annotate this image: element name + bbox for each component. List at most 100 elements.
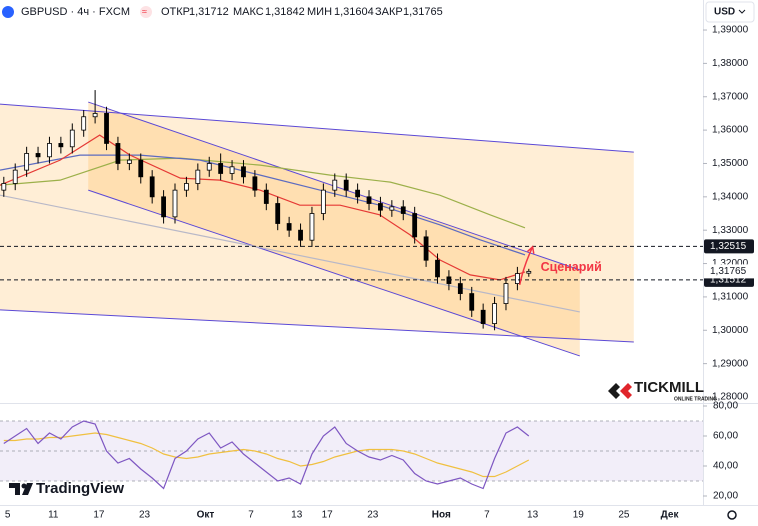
- tickmill-mark: [608, 383, 620, 399]
- candle-body: [24, 153, 30, 171]
- y-tick-label: 1,36000: [712, 125, 749, 136]
- y-tick-label: 1,39000: [712, 25, 749, 36]
- settings-icon[interactable]: [727, 510, 737, 520]
- candle-body: [343, 179, 349, 191]
- legend-name: МИН: [307, 6, 332, 18]
- y-tick-label: 1,35000: [712, 158, 749, 169]
- x-tick-label: Окт: [197, 510, 215, 521]
- candle-body: [423, 236, 429, 261]
- candle-body: [332, 179, 338, 191]
- candle-body: [503, 283, 509, 304]
- candle-body: [12, 169, 18, 184]
- price-tag-label: 1,31512: [710, 274, 747, 285]
- candle-body: [400, 206, 406, 214]
- candle-body: [492, 303, 497, 324]
- candle-body: [184, 183, 189, 191]
- price-tag-label: 1,32515: [710, 241, 747, 252]
- y-tick-label: 80,00: [713, 401, 738, 412]
- y-tick-label: 1,37000: [712, 91, 749, 102]
- channel-upper: [0, 103, 634, 153]
- moving-average: [0, 134, 526, 281]
- candle-body: [69, 129, 75, 148]
- candle-body: [104, 113, 109, 144]
- x-tick-label: 23: [139, 510, 151, 521]
- moving-average: [0, 157, 526, 229]
- candle-body: [241, 166, 246, 178]
- candle-body: [138, 159, 144, 178]
- rsi-line: [3, 420, 530, 490]
- y-tick-label: 1,34000: [712, 191, 749, 202]
- symbol-icon: [2, 6, 14, 18]
- candle-body: [58, 143, 64, 148]
- candle-body: [457, 283, 463, 294]
- tickmill-logo: TICKMILL ONLINE TRADING: [608, 379, 717, 402]
- candle-body: [480, 309, 486, 324]
- scenario-label: Сценарий: [541, 260, 602, 274]
- scenario-arrow: [518, 246, 534, 286]
- legend-value: 1,31604: [334, 6, 374, 18]
- candle-body: [412, 213, 418, 238]
- channel-lower: [0, 309, 634, 343]
- candle-body: [115, 143, 121, 164]
- x-tick-label: 23: [367, 510, 379, 521]
- moving-average: [0, 154, 526, 256]
- x-tick-label: 5: [5, 510, 11, 521]
- tradingview-mark: [9, 483, 33, 495]
- x-tick-label: 19: [573, 510, 585, 521]
- candle-body: [47, 143, 52, 158]
- header-bg: [0, 0, 430, 24]
- x-tick-label: Дек: [661, 510, 680, 521]
- y-tick-label: 1,33000: [712, 225, 749, 236]
- currency-caret: [738, 9, 746, 14]
- price-tag: [704, 239, 754, 254]
- legend-name: МАКС: [233, 6, 264, 18]
- rsi-pane: [0, 420, 703, 490]
- rsi-line: [3, 432, 530, 478]
- status-icon-glyph: ≈: [142, 6, 147, 16]
- candle-body: [81, 116, 87, 131]
- candle-body: [389, 206, 395, 211]
- candle-body: [286, 223, 292, 231]
- candle-body: [195, 169, 201, 184]
- legend-name: ОТКР: [161, 6, 190, 18]
- candle-body: [161, 196, 166, 218]
- x-tick-label: 25: [618, 510, 630, 521]
- last-price-label: 1,31765: [710, 266, 747, 277]
- legend-value: 1,31842: [265, 6, 305, 18]
- candle-body: [309, 213, 315, 241]
- last-price-tag: [704, 264, 754, 279]
- candle-body: [366, 196, 372, 204]
- candle-body: [355, 189, 361, 198]
- legend-value: 1,31712: [189, 6, 229, 18]
- candle-body: [435, 259, 440, 278]
- legend-name: ЗАКР: [375, 6, 403, 18]
- candle-body: [1, 183, 7, 191]
- candle-body: [514, 273, 520, 284]
- currency-box[interactable]: [705, 1, 755, 23]
- y-tick-label: 1,31000: [712, 292, 749, 303]
- candle-body: [320, 189, 326, 214]
- candle-body: [126, 159, 132, 164]
- y-tick-label: 1,29000: [712, 358, 749, 369]
- y-tick-label: 1,38000: [712, 58, 749, 69]
- candle-body: [149, 176, 155, 198]
- currency[interactable]: USD: [714, 7, 735, 18]
- x-tick-label: 17: [322, 510, 334, 521]
- tickmill-sub: ONLINE TRADING: [674, 396, 717, 402]
- rsi-band: [0, 421, 703, 481]
- price-pane: Сценарий: [0, 90, 703, 357]
- moving-average: [0, 194, 580, 313]
- candle-body: [469, 293, 475, 311]
- candle-body: [206, 163, 212, 171]
- symbol[interactable]: GBPUSD · 4ч · FXCM: [21, 6, 130, 18]
- channel-lower: [88, 189, 580, 357]
- candle-body: [263, 189, 269, 204]
- x-tick-label: 13: [291, 510, 303, 521]
- y-tick-label: 1,32000: [712, 258, 749, 269]
- y-tick-label: 1,30000: [712, 325, 749, 336]
- y-tick-label: 60,00: [713, 431, 738, 442]
- legend-value: 1,31765: [403, 6, 443, 18]
- scenario-arrowhead: [526, 245, 535, 254]
- x-tick-label: 11: [48, 510, 59, 521]
